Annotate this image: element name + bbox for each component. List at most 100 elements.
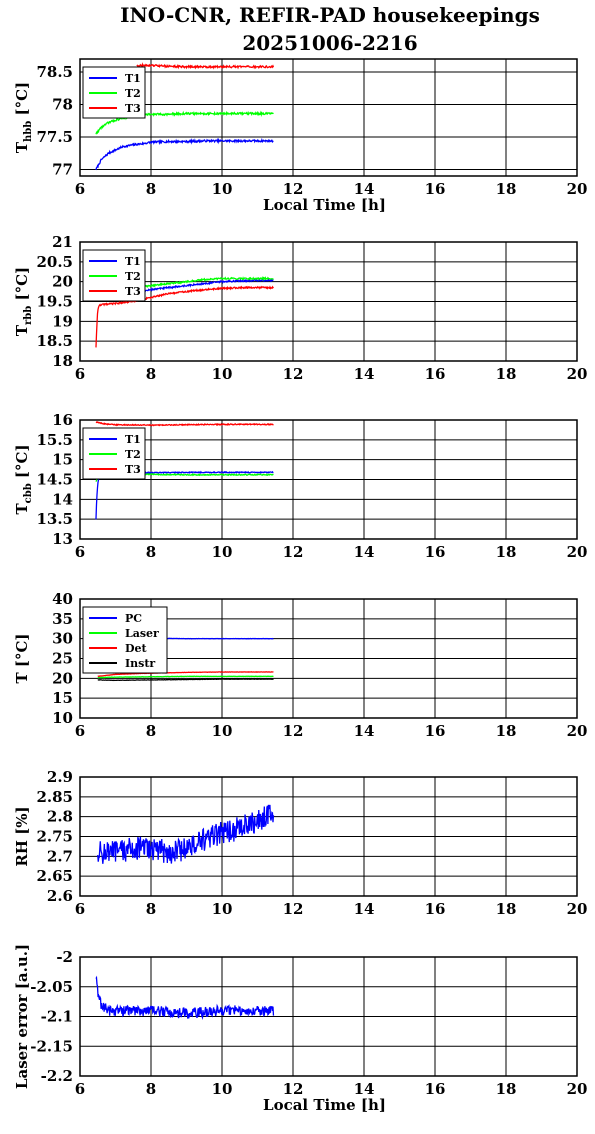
x-tick-label: 10: [212, 180, 233, 198]
legend-label-t3: T3: [125, 102, 141, 115]
y-tick-label: 2.9: [47, 768, 73, 786]
x-tick-label: 18: [496, 180, 517, 198]
series-line-t3: [95, 420, 274, 427]
series-line-t3: [95, 285, 274, 348]
y-tick-label: -2.2: [41, 1067, 73, 1085]
y-tick-label: -2.15: [30, 1037, 73, 1055]
y-axis-label: RH [%]: [13, 806, 31, 866]
x-tick-label: 16: [425, 365, 446, 383]
x-tick-label: 12: [283, 900, 304, 918]
series-line-t3: [136, 62, 275, 70]
y-axis-label: Tcbb [°C]: [13, 444, 34, 514]
x-tick-label: 10: [212, 900, 233, 918]
y-tick-label: 2.8: [47, 808, 73, 826]
x-tick-label: 14: [354, 1080, 375, 1098]
x-tick-label: 8: [146, 722, 156, 740]
y-tick-label: 15: [52, 689, 73, 707]
chart-panels: 6 8 10 12 14 16 18 20 77 77.5 78 78.5 Local Time [h]…: [13, 58, 588, 1114]
y-tick-label: 18: [52, 352, 73, 370]
figure-title-line1: INO-CNR, REFIR-PAD housekeepings: [120, 3, 540, 27]
x-tick-label: 6: [75, 722, 85, 740]
x-tick-label: 20: [567, 180, 588, 198]
y-tick-label: -2.1: [41, 1008, 73, 1026]
figure-title-line2: 20251006-2216: [242, 31, 417, 55]
chart-panel-5: 6 8 10 12 14 16 18 20 2.6 2.65 2.72.75 2.8 2.85 2.9 RH…: [13, 768, 587, 918]
y-axis-label: Trbb [°C]: [13, 267, 34, 336]
chart-panel-6: 6 8 10 12 14 16 18 20 -2.2 -2.15 -2.1 -2.05 -2 Local …: [13, 944, 587, 1114]
y-tick-label: 77.5: [36, 128, 73, 146]
x-tick-label: 14: [354, 180, 375, 198]
x-tick-label: 16: [425, 543, 446, 561]
x-tick-label: 18: [496, 1080, 517, 1098]
legend-label-t1: T1: [125, 72, 141, 85]
y-tick-label: 15: [52, 451, 73, 469]
y-tick-label: 2.65: [36, 867, 73, 885]
y-axis-label: Thbb [°C]: [13, 82, 34, 153]
y-tick-label: 77: [52, 161, 73, 179]
x-tick-label: 6: [75, 365, 85, 383]
legend-label-det: Det: [125, 642, 148, 655]
y-tick-label: 2.6: [47, 887, 73, 905]
x-tick-label: 16: [425, 900, 446, 918]
y-tick-label: 14.5: [36, 471, 73, 489]
legend-label-instr: Instr: [125, 657, 155, 670]
y-tick-label: 20: [52, 273, 73, 291]
x-tick-label: 16: [425, 722, 446, 740]
plot-frame: [79, 419, 578, 540]
x-tick-label: 18: [496, 365, 517, 383]
x-axis-label: Local Time [h]: [263, 1096, 386, 1114]
x-tick-label: 18: [496, 543, 517, 561]
y-tick-label: 78: [52, 96, 73, 114]
x-tick-label: 18: [496, 722, 517, 740]
x-tick-label: 10: [212, 365, 233, 383]
y-tick-label: 20: [52, 669, 73, 687]
legend-label-laser: Laser: [125, 627, 159, 640]
x-tick-label: 20: [567, 722, 588, 740]
y-tick-label: 16: [52, 411, 73, 429]
chart-panel-1: 6 8 10 12 14 16 18 20 77 77.5 78 78.5 Local Time [h]…: [13, 58, 588, 214]
x-tick-label: 12: [283, 180, 304, 198]
legend: T1 T2 T3: [82, 66, 146, 119]
x-tick-label: 16: [425, 1080, 446, 1098]
y-tick-label: 10: [52, 709, 73, 727]
y-tick-label: -2: [56, 948, 73, 966]
x-tick-label: 20: [567, 900, 588, 918]
plot-frame: [79, 956, 578, 1077]
y-tick-label: 2.75: [36, 828, 73, 846]
legend: T1 T2 T3: [82, 249, 146, 302]
x-tick-label: 6: [75, 1080, 85, 1098]
x-tick-label: 12: [283, 1080, 304, 1098]
x-tick-label: 8: [146, 1080, 156, 1098]
series-line-instr: [97, 678, 274, 682]
y-tick-label: 19.5: [36, 293, 73, 311]
series-line-main: [95, 975, 275, 1020]
plot-frame: [79, 241, 578, 362]
y-tick-label: 2.85: [36, 788, 73, 806]
x-tick-label: 14: [354, 900, 375, 918]
y-tick-label: 25: [52, 650, 73, 668]
y-tick-label: 21: [52, 233, 73, 251]
x-tick-label: 12: [283, 365, 304, 383]
series-line-t1: [95, 137, 274, 171]
y-tick-label: 40: [52, 590, 73, 608]
x-tick-label: 10: [212, 543, 233, 561]
y-tick-label: 35: [52, 610, 73, 628]
x-tick-label: 8: [146, 900, 156, 918]
y-tick-label: 2.7: [47, 847, 73, 865]
x-tick-label: 20: [567, 543, 588, 561]
x-tick-label: 6: [75, 180, 85, 198]
plot-frame: [79, 58, 578, 177]
legend-label-t1: T1: [125, 433, 141, 446]
y-tick-label: 30: [52, 630, 73, 648]
legend-label-t3: T3: [125, 285, 141, 298]
legend-label-t1: T1: [125, 255, 141, 268]
x-tick-label: 6: [75, 900, 85, 918]
legend-label-t2: T2: [125, 448, 141, 461]
x-tick-label: 8: [146, 543, 156, 561]
x-tick-label: 16: [425, 180, 446, 198]
y-tick-label: 18.5: [36, 332, 73, 350]
y-tick-label: 14: [52, 490, 73, 508]
y-tick-label: 78.5: [36, 63, 73, 81]
